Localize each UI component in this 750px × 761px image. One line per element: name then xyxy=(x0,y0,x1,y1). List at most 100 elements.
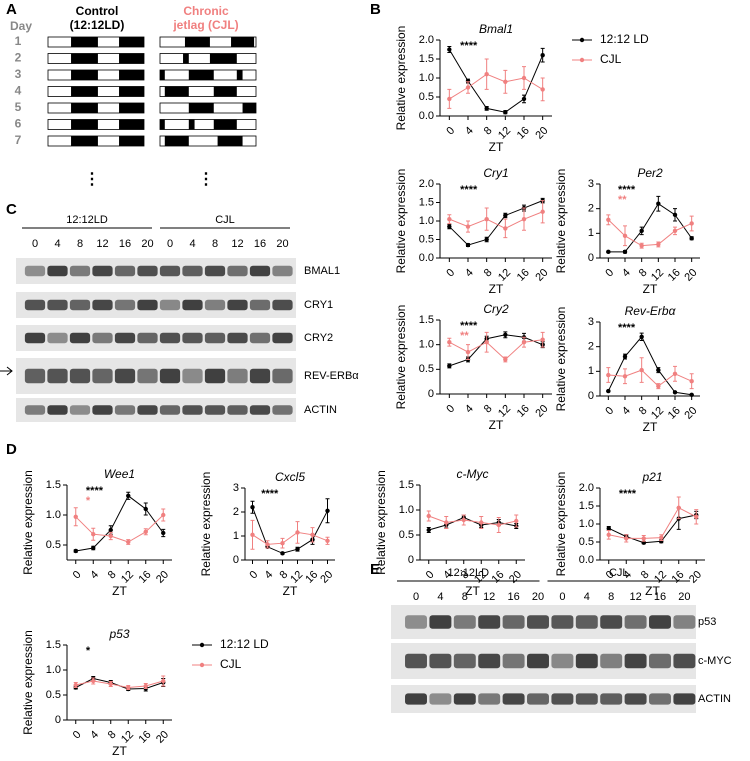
data-point xyxy=(73,548,78,554)
data-point xyxy=(444,520,449,525)
data-point xyxy=(447,224,452,229)
significance: **** xyxy=(618,322,636,334)
lane-label: 12 xyxy=(629,591,641,603)
chart-title: c-Myc xyxy=(457,467,489,481)
significance: **** xyxy=(261,488,279,500)
data-point xyxy=(639,228,644,234)
blot-band xyxy=(114,368,136,384)
significance: **** xyxy=(460,184,478,196)
data-point xyxy=(73,514,78,519)
data-point xyxy=(639,367,644,373)
protein-label: CRY2 xyxy=(304,332,333,344)
blot-band xyxy=(453,693,476,705)
x-tick-label: 20 xyxy=(154,729,171,746)
data-point xyxy=(295,547,300,552)
blot-band xyxy=(502,615,525,629)
data-point xyxy=(689,392,694,397)
significance: **** xyxy=(619,488,637,500)
blot-band xyxy=(478,653,501,669)
data-point xyxy=(496,522,501,528)
blot-band xyxy=(114,332,136,344)
blot-band xyxy=(249,405,271,415)
dark-phase xyxy=(242,103,256,113)
protein-label: REV-ERBα xyxy=(304,370,359,382)
blot-band xyxy=(551,693,574,705)
x-tick-label: 8 xyxy=(482,403,495,416)
data-point xyxy=(503,332,508,337)
series-line xyxy=(608,369,692,387)
blot-band xyxy=(69,265,91,277)
blot-band xyxy=(114,265,136,277)
legend-marker xyxy=(579,37,585,43)
group-label: 12:12LD xyxy=(447,567,489,579)
x-tick-label: 0 xyxy=(444,125,457,138)
blot-band xyxy=(137,368,158,384)
x-tick-label: 8 xyxy=(106,569,119,582)
schedule-bar xyxy=(159,53,257,64)
y-tick-label: 1 xyxy=(588,227,594,239)
y-tick-label: 2.0 xyxy=(579,482,594,494)
y-axis-label: Relative expression xyxy=(21,630,35,735)
data-point xyxy=(161,530,166,536)
x-tick-label: 4 xyxy=(463,403,476,416)
lane-label: 8 xyxy=(462,591,468,603)
legend-label: CJL xyxy=(220,657,242,671)
y-axis-label: Relative expression xyxy=(374,470,388,575)
ellipsis: ⋮ xyxy=(84,171,100,188)
lane-label: 8 xyxy=(608,591,614,603)
y-tick-label: 1.5 xyxy=(419,314,434,326)
dark-phase xyxy=(213,119,237,130)
y-tick-label: 0.5 xyxy=(579,536,594,548)
data-point xyxy=(447,363,452,369)
x-axis-label: ZT xyxy=(112,744,127,758)
data-point xyxy=(540,337,545,342)
data-point xyxy=(606,249,611,255)
x-tick-label: 0 xyxy=(603,405,616,418)
y-tick-label: 0.5 xyxy=(419,233,434,245)
lane-label: 12 xyxy=(231,238,243,250)
ellipsis: ⋮ xyxy=(198,171,214,188)
day-label: Day xyxy=(10,19,32,33)
blot-band xyxy=(159,405,181,415)
lane-label: 0 xyxy=(167,238,173,250)
dark-phase xyxy=(119,53,144,64)
y-tick-label: 0.5 xyxy=(46,539,61,551)
blot-band xyxy=(204,405,226,415)
data-point xyxy=(325,508,330,513)
dark-phase xyxy=(119,37,144,47)
x-tick-label: 20 xyxy=(533,403,550,420)
data-point xyxy=(659,535,664,540)
significance: ** xyxy=(460,330,469,342)
blot-band xyxy=(47,368,68,384)
blot-band xyxy=(624,615,647,629)
blot-band xyxy=(47,405,68,415)
blot-band xyxy=(24,332,46,344)
data-point xyxy=(672,228,678,234)
blot-band xyxy=(47,265,68,277)
panel-letter: B xyxy=(370,1,381,18)
y-tick-label: 0.5 xyxy=(46,689,61,701)
y-tick-label: 0.5 xyxy=(419,91,434,103)
blot-band xyxy=(272,405,293,415)
data-point xyxy=(310,532,315,537)
dark-phase xyxy=(71,136,98,146)
data-point xyxy=(503,213,508,218)
data-point xyxy=(143,683,148,689)
dark-phase xyxy=(71,53,98,64)
y-axis-label: Relative expression xyxy=(199,472,213,577)
series-line xyxy=(449,334,543,367)
blot-band xyxy=(204,332,226,344)
data-point xyxy=(250,505,255,510)
x-tick-label: 16 xyxy=(515,125,532,142)
blot-band xyxy=(478,615,501,629)
blot-band xyxy=(478,693,501,705)
blot-band xyxy=(600,653,623,669)
blot-band xyxy=(272,368,293,384)
group-label: CJL xyxy=(609,567,629,579)
x-tick-label: 8 xyxy=(106,729,119,742)
data-point xyxy=(126,539,131,545)
cjl-header: jetlag (CJL) xyxy=(172,18,238,32)
y-tick-label: 0 xyxy=(408,554,414,566)
y-tick-label: 3 xyxy=(233,482,239,494)
